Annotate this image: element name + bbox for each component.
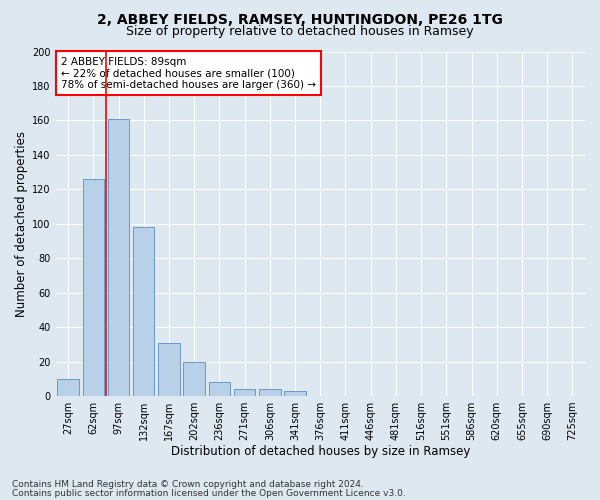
Bar <box>234 389 256 396</box>
Bar <box>209 382 230 396</box>
Text: 2 ABBEY FIELDS: 89sqm
← 22% of detached houses are smaller (100)
78% of semi-det: 2 ABBEY FIELDS: 89sqm ← 22% of detached … <box>61 56 316 90</box>
Text: Size of property relative to detached houses in Ramsey: Size of property relative to detached ho… <box>126 25 474 38</box>
Text: Contains public sector information licensed under the Open Government Licence v3: Contains public sector information licen… <box>12 489 406 498</box>
X-axis label: Distribution of detached houses by size in Ramsey: Distribution of detached houses by size … <box>170 444 470 458</box>
Bar <box>259 389 281 396</box>
Bar <box>83 179 104 396</box>
Bar <box>58 378 79 396</box>
Bar <box>284 391 306 396</box>
Y-axis label: Number of detached properties: Number of detached properties <box>15 130 28 316</box>
Text: Contains HM Land Registry data © Crown copyright and database right 2024.: Contains HM Land Registry data © Crown c… <box>12 480 364 489</box>
Text: 2, ABBEY FIELDS, RAMSEY, HUNTINGDON, PE26 1TG: 2, ABBEY FIELDS, RAMSEY, HUNTINGDON, PE2… <box>97 12 503 26</box>
Bar <box>108 118 129 396</box>
Bar <box>184 362 205 396</box>
Bar <box>158 342 180 396</box>
Bar <box>133 227 154 396</box>
